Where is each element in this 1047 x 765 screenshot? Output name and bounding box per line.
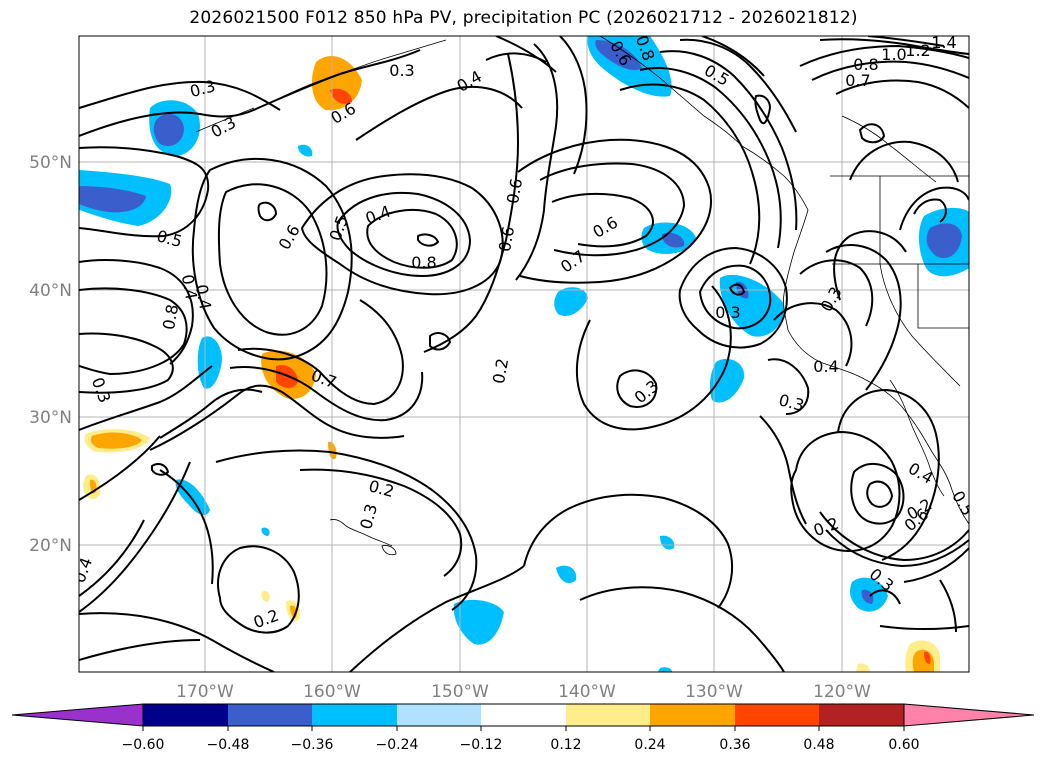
colorbar-tick-label: 0.36 [719,737,750,753]
contour-label: 0.8 [159,303,182,331]
lon-label: 120°W [813,682,871,702]
contour-label: 0.3 [389,61,414,80]
contour-label: 0.6 [275,221,304,253]
colorbar-tick-label: −0.12 [460,737,503,753]
contour-label: 0.7 [845,71,870,90]
colorbar-bin [312,704,397,726]
lat-label: 40°N [29,281,72,301]
contour-label: 1.0 [881,45,906,64]
lon-label: 140°W [558,682,616,702]
colorbar: −0.60 −0.48 −0.36 −0.24 −0.12 0.12 0.24 … [11,703,1035,753]
contour-label: 0.2 [811,514,841,541]
contour-label: 0.4 [363,202,393,229]
pv-contours [79,36,969,672]
lon-label: 160°W [303,682,361,702]
colorbar-tick-label: 0.12 [550,737,581,753]
colorbar-tick-label: −0.60 [122,737,165,753]
contour-label: 0.4 [70,555,97,585]
colorbar-tick-label: −0.24 [376,737,419,753]
lon-label: 150°W [431,682,489,702]
contour-label: 0.7 [309,366,339,393]
contour-label: 1.4 [931,33,956,52]
contour-label: 0.6 [503,177,526,205]
colorbar-tick-label: 0.48 [803,737,834,753]
lon-label: 170°W [176,682,234,702]
colorbar-bin [397,704,481,726]
colorbar-bin [566,704,650,726]
contour-label: 0.8 [853,55,878,74]
contour-label: 0.5 [701,61,733,90]
map-frame [78,35,970,673]
colorbar-bin [650,704,735,726]
contour-label: 0.4 [453,67,485,96]
contour-label: 0.2 [489,357,512,385]
contour-label: 0.5 [326,213,353,243]
contour-labels: 0.3 0.3 0.6 0.4 0.5 0.8 0.7 1.0 1.2 1.4 … [70,33,969,633]
contour-label: 0.6 [589,213,621,242]
colorbar-bin [143,704,228,726]
colorbar-bin [819,704,904,726]
lat-label: 50°N [29,153,72,173]
contour-label: 0.3 [817,283,846,315]
colorbar-tick-label: −0.36 [291,737,334,753]
colorbar-bin [481,704,566,726]
contour-label: 0.4 [192,283,215,311]
longitude-labels: 170°W 160°W 150°W 140°W 130°W 120°W [176,682,871,702]
contour-label: 0.3 [356,502,381,532]
colorbar-tick-label: 0.24 [634,737,665,753]
map-area: 0.3 0.3 0.6 0.4 0.5 0.8 0.7 1.0 1.2 1.4 … [70,33,969,672]
contour-label: 0.3 [631,376,663,407]
contour-label: 0.2 [367,476,397,501]
contour-label: 0.3 [88,375,115,405]
lat-label: 30°N [29,408,72,428]
latitude-labels: 50°N 40°N 30°N 20°N [29,153,72,556]
lon-label: 130°W [685,682,743,702]
contour-label: 0.2 [251,606,281,633]
contour-label: 0.4 [178,273,201,301]
contour-label: 0.3 [777,390,807,415]
colorbar-tick-label: 0.60 [888,737,919,753]
precip-shading [79,36,969,672]
contour-label: 0.6 [495,225,518,253]
lat-label: 20°N [29,536,72,556]
colorbar-tick-label: −0.48 [207,737,250,753]
contour-label: 0.3 [715,303,740,322]
contour-label: 0.4 [905,459,937,488]
contour-label: 0.3 [188,76,218,101]
contour-label: 0.8 [411,253,436,272]
contour-label: 0.3 [208,113,239,142]
contour-label: 0.4 [813,357,838,376]
colorbar-bin [228,704,312,726]
contour-label: 1.2 [905,41,930,60]
colorbar-bin [735,704,819,726]
colorbar-extend-high [903,703,1035,727]
map-title: 2026021500 F012 850 hPa PV, precipitatio… [189,8,858,28]
colorbar-extend-low [11,703,144,727]
